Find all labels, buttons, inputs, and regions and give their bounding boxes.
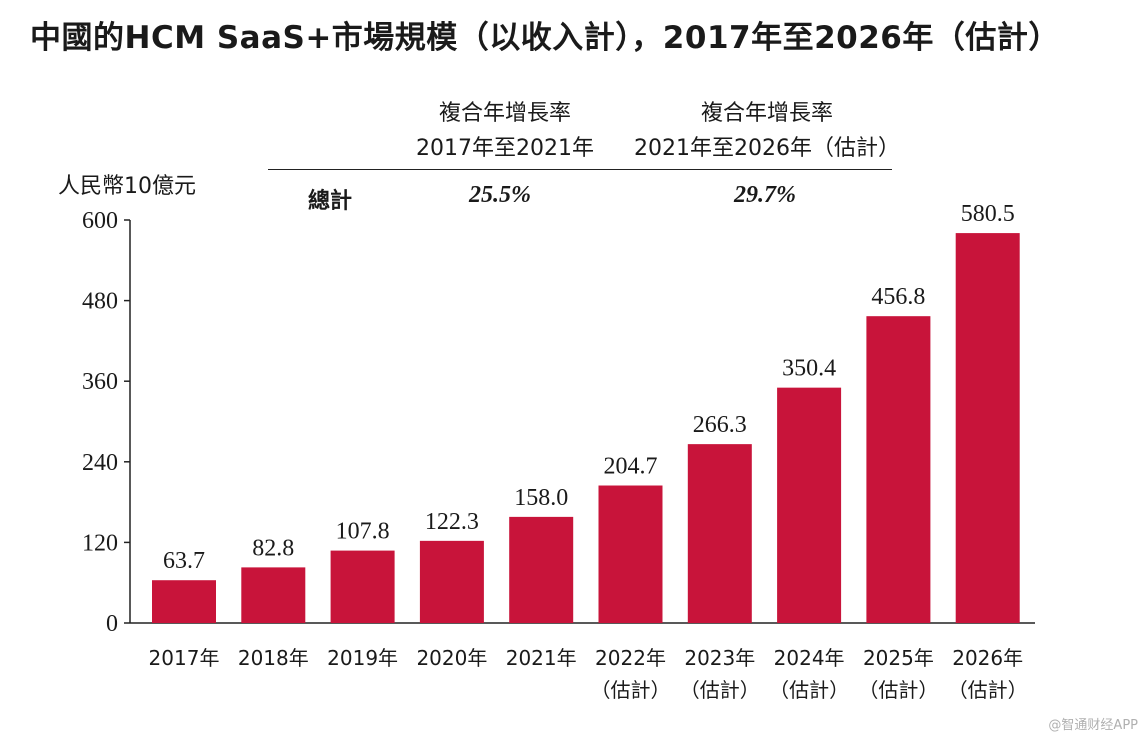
bar bbox=[152, 580, 216, 623]
bar-value-label: 82.8 bbox=[252, 535, 294, 561]
cagr-value-2021-2026: 29.7% bbox=[734, 182, 796, 208]
cagr-row-label: 總計 bbox=[308, 189, 353, 214]
bar bbox=[509, 516, 574, 623]
bar-value-label: 266.3 bbox=[693, 412, 747, 438]
bar bbox=[598, 485, 663, 623]
y-tick-label: 480 bbox=[82, 289, 118, 315]
bar-value-label: 580.5 bbox=[961, 201, 1015, 227]
bar bbox=[777, 387, 842, 623]
cagr-header-line1: 複合年增長率 bbox=[438, 101, 571, 126]
x-tick-note: （估計） bbox=[591, 678, 671, 702]
bar-value-label: 158.0 bbox=[514, 485, 568, 511]
x-tick-label: 2020年 bbox=[416, 646, 487, 670]
x-tick-label: 2021年 bbox=[506, 646, 577, 670]
x-tick-label: 2026年 bbox=[952, 646, 1023, 670]
bar bbox=[955, 233, 1020, 623]
cagr-header-line2: 2017年至2021年 bbox=[416, 136, 594, 161]
bar-value-label: 63.7 bbox=[163, 548, 205, 574]
bar-value-label: 350.4 bbox=[782, 356, 836, 382]
cagr-header-2017-2021: 複合年增長率 2017年至2021年 bbox=[410, 96, 600, 166]
x-tick-label: 2024年 bbox=[774, 646, 845, 670]
x-tick-note: （估計） bbox=[769, 678, 849, 702]
bar bbox=[241, 567, 306, 623]
cagr-value-2017-2021: 25.5% bbox=[469, 182, 531, 208]
y-tick-label: 0 bbox=[106, 611, 118, 637]
cagr-header-line1: 複合年增長率 bbox=[700, 101, 833, 126]
bar bbox=[419, 540, 484, 623]
cagr-header-line2: 2021年至2026年（估計） bbox=[634, 136, 900, 161]
x-tick-label: 2023年 bbox=[684, 646, 755, 670]
y-tick-label: 360 bbox=[82, 369, 118, 395]
y-axis-unit-label: 人民幣10億元 bbox=[58, 174, 196, 199]
bar bbox=[687, 444, 752, 623]
x-tick-label: 2022年 bbox=[595, 646, 666, 670]
y-tick-label: 120 bbox=[82, 530, 118, 556]
cagr-header-2021-2026: 複合年增長率 2021年至2026年（估計） bbox=[622, 96, 912, 166]
x-tick-note: （估計） bbox=[948, 678, 1028, 702]
bar-value-label: 456.8 bbox=[871, 284, 925, 310]
x-tick-label: 2025年 bbox=[863, 646, 934, 670]
bar bbox=[866, 316, 931, 623]
x-tick-label: 2018年 bbox=[238, 646, 309, 670]
bar-value-label: 107.8 bbox=[336, 519, 390, 545]
x-tick-note: （估計） bbox=[858, 678, 938, 702]
x-tick-label: 2017年 bbox=[149, 646, 220, 670]
chart-title: 中國的HCM SaaS+市場規模（以收入計），2017年至2026年（估計） bbox=[30, 20, 1060, 56]
y-tick-label: 240 bbox=[82, 450, 118, 476]
x-tick-label: 2019年 bbox=[327, 646, 398, 670]
cagr-table-rule bbox=[268, 169, 892, 170]
bar-value-label: 204.7 bbox=[604, 454, 658, 480]
bar-value-label: 122.3 bbox=[425, 509, 479, 535]
bar bbox=[330, 550, 395, 623]
watermark: @智通财经APP bbox=[1048, 718, 1138, 733]
y-tick-label: 600 bbox=[82, 208, 118, 234]
x-tick-note: （估計） bbox=[680, 678, 760, 702]
